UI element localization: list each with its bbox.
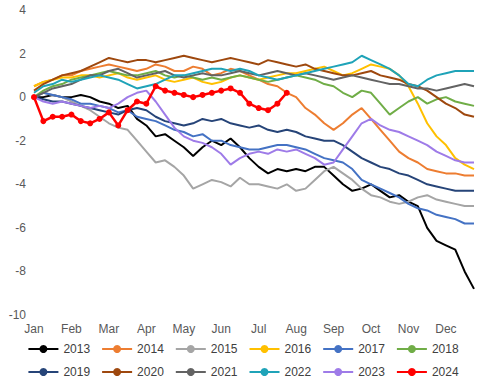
svg-text:2016: 2016 — [285, 342, 312, 356]
svg-text:Mar: Mar — [99, 322, 120, 336]
svg-text:Aug: Aug — [285, 322, 306, 336]
svg-text:2024: 2024 — [432, 365, 459, 379]
svg-text:-8: -8 — [15, 264, 26, 278]
svg-text:2017: 2017 — [358, 342, 385, 356]
svg-text:Sep: Sep — [323, 322, 345, 336]
svg-text:4: 4 — [19, 3, 26, 17]
svg-text:Oct: Oct — [362, 322, 381, 336]
svg-text:Apr: Apr — [137, 322, 156, 336]
svg-text:Dec: Dec — [435, 322, 456, 336]
svg-text:2018: 2018 — [432, 342, 459, 356]
svg-text:Jul: Jul — [251, 322, 266, 336]
svg-text:Jun: Jun — [212, 322, 231, 336]
svg-text:May: May — [172, 322, 195, 336]
svg-text:2015: 2015 — [211, 342, 238, 356]
svg-text:2020: 2020 — [137, 365, 164, 379]
svg-text:Nov: Nov — [398, 322, 419, 336]
svg-text:2019: 2019 — [63, 365, 90, 379]
svg-text:2: 2 — [19, 47, 26, 61]
svg-text:2022: 2022 — [285, 365, 312, 379]
svg-text:Feb: Feb — [61, 322, 82, 336]
svg-text:-10: -10 — [9, 308, 27, 322]
svg-text:2014: 2014 — [137, 342, 164, 356]
svg-text:2023: 2023 — [358, 365, 385, 379]
svg-text:2021: 2021 — [211, 365, 238, 379]
svg-text:Jan: Jan — [24, 322, 43, 336]
svg-text:-2: -2 — [15, 134, 26, 148]
svg-text:0: 0 — [19, 90, 26, 104]
svg-text:-6: -6 — [15, 221, 26, 235]
svg-text:-4: -4 — [15, 177, 26, 191]
svg-text:2013: 2013 — [63, 342, 90, 356]
